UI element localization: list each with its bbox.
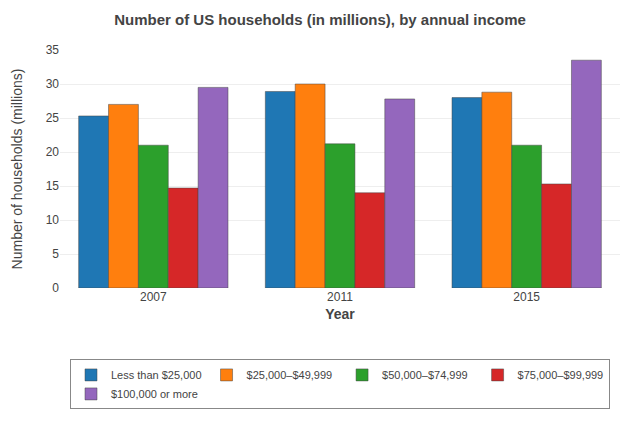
svg-text:$25,000–$49,999: $25,000–$49,999	[247, 369, 333, 381]
svg-text:0: 0	[52, 281, 59, 295]
svg-text:5: 5	[52, 247, 59, 261]
svg-text:$50,000–$74,999: $50,000–$74,999	[382, 369, 468, 381]
svg-text:Number of US households (in mi: Number of US households (in millions), b…	[114, 11, 526, 28]
svg-text:2011: 2011	[327, 290, 353, 304]
svg-text:10: 10	[46, 213, 60, 227]
svg-text:35: 35	[46, 43, 60, 57]
svg-text:15: 15	[46, 179, 60, 193]
svg-text:$100,000 or more: $100,000 or more	[111, 388, 198, 400]
svg-text:2007: 2007	[140, 290, 167, 304]
svg-text:$75,000–$99,999: $75,000–$99,999	[518, 369, 604, 381]
svg-text:Less than $25,000: Less than $25,000	[111, 369, 202, 381]
svg-text:20: 20	[46, 145, 60, 159]
svg-text:25: 25	[46, 111, 60, 125]
svg-text:Number of households (millions: Number of households (millions)	[9, 69, 25, 270]
svg-text:2015: 2015	[513, 290, 540, 304]
svg-text:30: 30	[46, 77, 60, 91]
svg-text:Year: Year	[325, 306, 355, 322]
